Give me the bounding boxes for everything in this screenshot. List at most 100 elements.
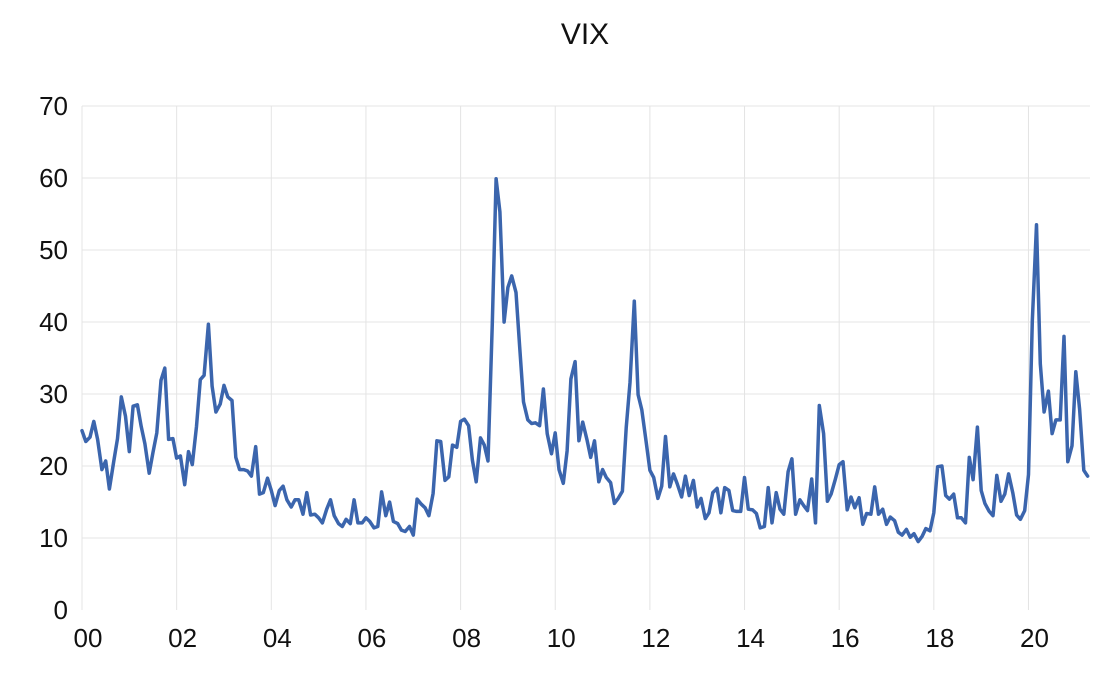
data-point — [704, 517, 707, 520]
data-point — [822, 432, 825, 435]
data-point — [345, 518, 348, 521]
data-point — [885, 523, 888, 526]
data-point — [175, 457, 178, 460]
y-tick-label: 20 — [39, 451, 68, 481]
data-point — [838, 463, 841, 466]
data-point — [278, 489, 281, 492]
data-point — [810, 478, 813, 481]
data-point — [680, 496, 683, 499]
data-point — [124, 415, 127, 418]
data-point — [219, 403, 222, 406]
data-point — [901, 534, 904, 537]
data-point — [640, 408, 643, 411]
data-point — [633, 300, 636, 303]
data-point — [96, 438, 99, 441]
data-point — [341, 525, 344, 528]
data-point — [191, 463, 194, 466]
data-point — [1003, 493, 1006, 496]
data-point — [1019, 518, 1022, 521]
data-point — [238, 468, 241, 471]
data-point — [294, 498, 297, 501]
data-point — [526, 418, 529, 421]
data-point — [542, 388, 545, 391]
data-point — [787, 470, 790, 473]
x-axis-tick-labels: 00 02 04 06 08 10 12 14 16 18 20 — [74, 623, 1049, 653]
data-point — [1023, 509, 1026, 512]
data-point — [782, 513, 785, 516]
data-point — [932, 511, 935, 514]
data-point — [475, 480, 478, 483]
data-point — [250, 475, 253, 478]
data-point — [759, 526, 762, 529]
data-point — [865, 512, 868, 515]
y-tick-label: 40 — [39, 307, 68, 337]
data-point — [858, 496, 861, 499]
data-point — [983, 502, 986, 505]
data-point — [455, 446, 458, 449]
data-point — [676, 483, 679, 486]
data-point — [660, 485, 663, 488]
data-point — [664, 435, 667, 438]
data-point — [751, 508, 754, 511]
data-point — [297, 498, 300, 501]
data-point — [534, 421, 537, 424]
data-point — [802, 504, 805, 507]
data-point — [199, 378, 202, 381]
data-point — [692, 479, 695, 482]
data-point — [569, 377, 572, 380]
data-point — [242, 468, 245, 471]
y-tick-label: 0 — [54, 595, 68, 625]
y-tick-label: 30 — [39, 379, 68, 409]
data-point — [877, 513, 880, 516]
data-point — [790, 457, 793, 460]
data-point — [972, 478, 975, 481]
data-point — [944, 494, 947, 497]
x-tick-label: 06 — [357, 623, 386, 653]
data-point — [211, 385, 214, 388]
data-point — [1063, 335, 1066, 338]
data-point — [1078, 408, 1081, 411]
data-point — [128, 450, 131, 453]
data-point — [140, 425, 143, 428]
data-point — [368, 520, 371, 523]
data-point — [574, 360, 577, 363]
data-point — [282, 485, 285, 488]
data-point — [515, 291, 518, 294]
data-point — [262, 491, 265, 494]
data-point — [696, 506, 699, 509]
data-point — [976, 426, 979, 429]
data-point — [585, 438, 588, 441]
x-tick-label: 02 — [168, 623, 197, 653]
y-axis-tick-labels: 0 10 20 30 40 50 60 70 — [39, 91, 68, 625]
data-point — [333, 514, 336, 517]
data-point — [1074, 370, 1077, 373]
data-point — [120, 395, 123, 398]
data-point — [317, 516, 320, 519]
data-point — [376, 525, 379, 528]
x-tick-label: 08 — [452, 623, 481, 653]
data-point — [869, 513, 872, 516]
data-point — [952, 493, 955, 496]
data-point — [435, 439, 438, 442]
data-point — [873, 485, 876, 488]
data-point — [266, 477, 269, 480]
data-point — [893, 519, 896, 522]
data-point — [1039, 362, 1042, 365]
data-point — [1066, 460, 1069, 463]
data-point — [231, 399, 234, 402]
data-point — [274, 504, 277, 507]
data-point — [132, 405, 135, 408]
data-point — [956, 516, 959, 519]
data-point — [89, 436, 92, 439]
x-tick-label: 10 — [547, 623, 576, 653]
data-point — [337, 522, 340, 525]
data-point — [392, 520, 395, 523]
data-point — [917, 540, 920, 543]
data-point — [546, 432, 549, 435]
data-point — [988, 510, 991, 513]
data-point — [550, 452, 553, 455]
data-point — [767, 486, 770, 489]
data-point — [246, 470, 249, 473]
data-point — [1082, 469, 1085, 472]
